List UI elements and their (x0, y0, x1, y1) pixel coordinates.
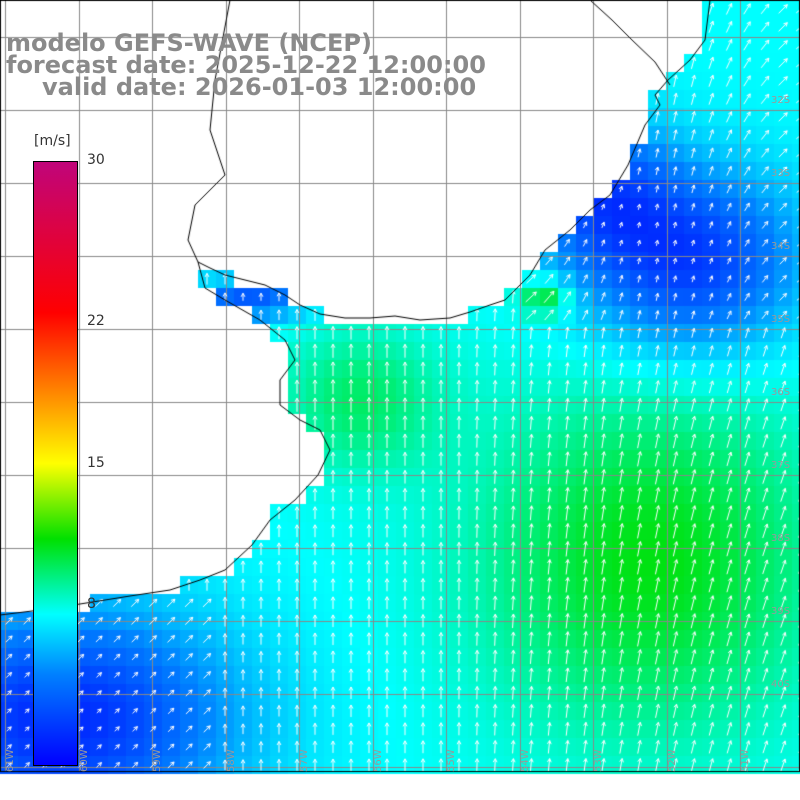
wind-map-canvas (0, 0, 800, 800)
